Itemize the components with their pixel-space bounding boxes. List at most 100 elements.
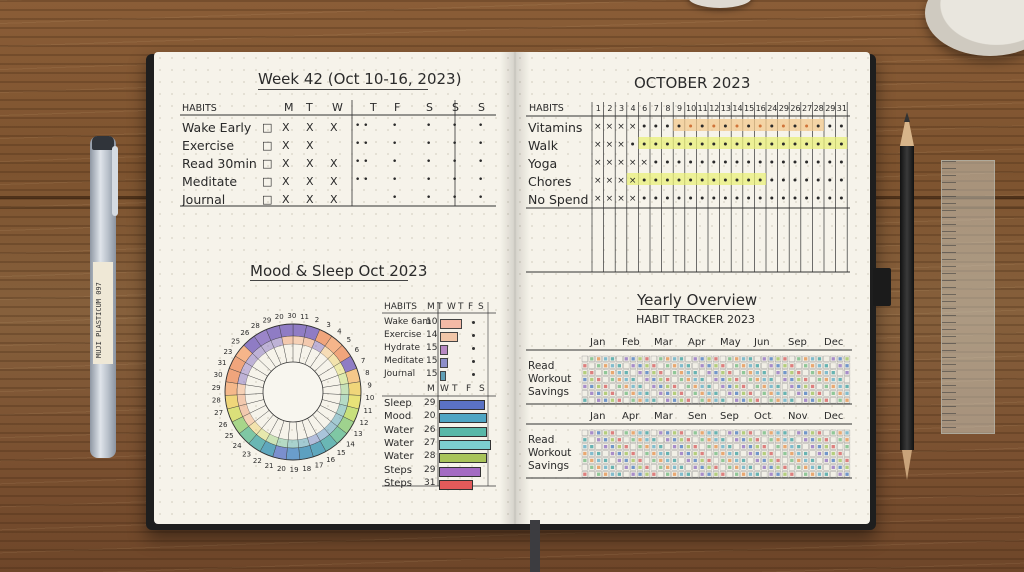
ring-day-number: 24 — [233, 442, 242, 450]
yearly-cell-fill — [590, 445, 594, 449]
yearly-cell-fill — [748, 398, 753, 402]
yearly-cell-fill — [776, 431, 780, 435]
yearly-cell-fill — [741, 472, 746, 476]
yearly-cell-fill — [776, 445, 780, 449]
yearly-cell-fill — [824, 398, 828, 402]
yearly-cell-fill — [721, 445, 725, 449]
sleep-table-label: Steps — [384, 477, 412, 489]
yearly-cell-fill — [783, 431, 787, 435]
yearly-cell-fill — [838, 398, 842, 402]
yearly-cell-fill — [610, 391, 615, 395]
yearly-cell-fill — [776, 357, 780, 361]
sleep-ring-segment — [340, 383, 350, 395]
yearly-cell-fill — [645, 357, 649, 361]
yearly-cell-fill — [783, 445, 787, 449]
yearly-cell-fill — [817, 377, 822, 382]
yearly-cell-fill — [804, 431, 808, 435]
sleep-table-bar — [439, 400, 485, 410]
yearly-cell — [657, 471, 664, 478]
yearly-cell-fill — [693, 371, 697, 375]
yearly-cell-fill — [597, 472, 601, 476]
monthly-day-header: 14 — [732, 104, 743, 113]
yearly-cell-fill — [762, 384, 766, 389]
habit-table-day: F — [468, 302, 474, 312]
yearly-cell-fill — [693, 458, 697, 463]
yearly-row-label: Savings — [528, 386, 570, 398]
weekly-mark: X — [306, 175, 314, 188]
weekly-day-header: S — [452, 101, 459, 114]
monthly-dot — [735, 196, 739, 200]
yearly-cell-fill — [810, 458, 815, 463]
yearly-cell — [754, 429, 761, 436]
yearly-cell-fill — [686, 398, 690, 402]
monthly-dot — [805, 178, 809, 182]
habit-table-label: Hydrate — [384, 343, 421, 353]
yearly-cell-fill — [735, 364, 739, 368]
pen-cap — [92, 136, 114, 150]
yearly-cell-fill — [638, 371, 642, 375]
monthly-dot — [747, 160, 751, 164]
yearly-cell-fill — [735, 451, 739, 456]
habit-table-value: 15 — [426, 343, 438, 353]
yearly-cell-fill — [583, 364, 587, 368]
sleep-table-label: Water — [384, 437, 414, 449]
yearly-cell-fill — [659, 465, 663, 469]
weekly-mark: • — [478, 121, 484, 131]
sleep-ring-segment — [292, 335, 305, 346]
monthly-dot — [839, 142, 843, 146]
yearly-cell-fill — [817, 472, 822, 476]
yearly-cell-fill — [769, 451, 773, 456]
yearly-cell-fill — [686, 364, 690, 368]
ruler — [941, 160, 995, 434]
yearly-cell — [726, 436, 733, 443]
ring-day-number: 27 — [214, 409, 223, 417]
yearly-cell-fill — [741, 384, 746, 389]
weekly-mark: X — [306, 121, 314, 134]
yearly-cell-fill — [817, 371, 822, 375]
yearly-cell-fill — [735, 391, 739, 395]
yearly-cell — [823, 355, 830, 362]
monthly-day-header: 1 — [595, 104, 601, 113]
yearly-cell-fill — [790, 445, 794, 449]
mood-ring-segment — [285, 447, 301, 461]
monthly-dot — [816, 196, 820, 200]
weekly-mark: • — [426, 139, 432, 149]
yearly-cell — [664, 369, 671, 376]
yearly-cell — [809, 376, 816, 383]
monthly-habit-label: Vitamins — [528, 120, 583, 135]
ring-day-number: 21 — [265, 462, 274, 470]
yearly-cell-fill — [824, 364, 828, 368]
yearly-cell-fill — [693, 384, 697, 389]
yearly-cell-fill — [762, 377, 766, 382]
yearly-month-header: Apr — [688, 337, 706, 348]
monthly-day-header: 9 — [676, 104, 683, 113]
ring-day-number: 9 — [367, 382, 371, 390]
yearly-cell-fill — [838, 364, 842, 368]
yearly-cell-fill — [776, 465, 780, 469]
monthly-x-mark: × — [594, 194, 602, 204]
yearly-cell-fill — [707, 438, 711, 442]
ring-spoke — [287, 421, 291, 440]
yearly-cell-fill — [686, 451, 690, 456]
yearly-cell-fill — [817, 465, 822, 469]
yearly-cell-fill — [755, 398, 759, 402]
yearly-cell — [726, 471, 733, 478]
monthly-x-mark: × — [594, 140, 602, 150]
yearly-month-header: Dec — [824, 337, 844, 348]
monthly-day-header: 26 — [790, 104, 801, 113]
monthly-dot — [631, 142, 635, 146]
yearly-cell-fill — [590, 371, 594, 375]
monthly-highlight — [626, 173, 766, 185]
yearly-cell-fill — [804, 377, 808, 382]
yearly-cell — [712, 457, 719, 464]
yearly-cell-fill — [583, 451, 587, 456]
habit-table-day: T — [458, 302, 464, 312]
monthly-dot — [781, 124, 785, 128]
monthly-grid: × × × ×× × ×× × × × ×× × × ×× × × × — [526, 102, 850, 273]
yearly-cell — [816, 383, 823, 390]
yearly-cell-fill — [838, 391, 842, 395]
monthly-dot — [654, 142, 658, 146]
yearly-cell-fill — [666, 451, 670, 456]
monthly-day-header: 8 — [665, 104, 671, 113]
yearly-cell-fill — [776, 458, 780, 463]
